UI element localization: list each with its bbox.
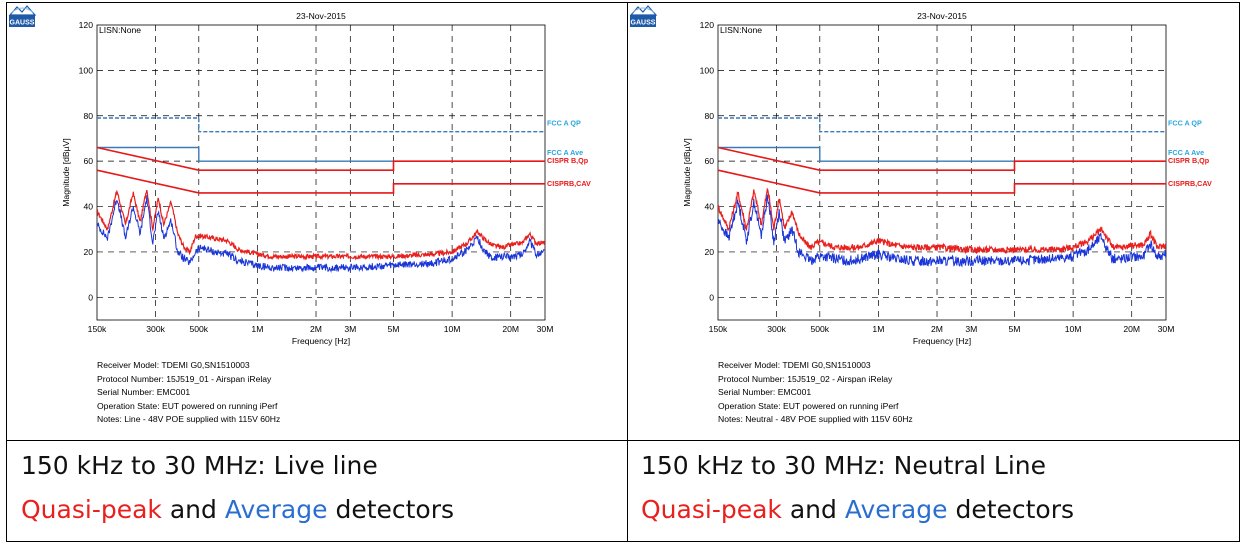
x-tick-label: 5M: [1009, 324, 1021, 334]
lisn-label: LISN:None: [720, 25, 762, 35]
y-axis-label: Magnitude [dBµV]: [682, 138, 692, 207]
y-tick-label: 40: [704, 202, 714, 212]
y-tick-label: 120: [79, 20, 94, 30]
x-tick-label: 20M: [502, 324, 519, 334]
y-tick-label: 0: [709, 292, 714, 302]
y-axis-label: Magnitude [dBµV]: [61, 138, 71, 207]
row-divider: [7, 440, 1239, 441]
y-tick-label: 80: [704, 111, 714, 121]
caption-tail: detectors: [948, 495, 1075, 524]
x-tick-label: 300k: [767, 324, 786, 334]
caption-and: and: [782, 495, 845, 524]
y-tick-label: 40: [83, 202, 93, 212]
lisn-label: LISN:None: [99, 25, 141, 35]
y-tick-label: 100: [79, 65, 94, 75]
caption-qp-word: Quasi-peak: [21, 495, 162, 524]
caption-detectors-neutral: Quasi-peak and Average detectors: [641, 495, 1074, 524]
x-tick-label: 1M: [872, 324, 884, 334]
notes: Notes: Line - 48V POE supplied with 115V…: [97, 413, 280, 427]
x-tick-label: 3M: [965, 324, 977, 334]
chart-title: 23-Nov-2015: [296, 11, 346, 21]
protocol-number: Protocol Number: 15J519_02 - Airspan iRe…: [718, 373, 913, 387]
y-tick-label: 60: [83, 156, 93, 166]
caption-tail: detectors: [328, 495, 455, 524]
y-tick-label: 60: [704, 156, 714, 166]
x-tick-label: 150k: [88, 324, 107, 334]
serial-number: Serial Number: EMC001: [718, 386, 913, 400]
x-tick-label: 500k: [810, 324, 829, 334]
plot-area: [718, 25, 1166, 320]
x-tick-label: 20M: [1123, 324, 1140, 334]
y-tick-label: 120: [700, 20, 715, 30]
operation-state: Operation State: EUT powered on running …: [97, 400, 280, 414]
x-tick-label: 5M: [388, 324, 400, 334]
x-axis-label: Frequency [Hz]: [913, 336, 971, 346]
layout-table: GAUSS 150k 300k 500k 1M 2M 3M 5M 10M 20M 30M 0 20 40…: [6, 2, 1240, 542]
chart-title: 23-Nov-2015: [917, 11, 967, 21]
x-tick-label: 30M: [537, 324, 554, 334]
chart-panel-neutral: GAUSS 150k 300k 500k 1M 2M 3M 5M 10M 20M 30M 0 20 40…: [628, 3, 1242, 439]
y-tick-label: 20: [704, 247, 714, 257]
receiver-model: Receiver Model: TDEMI G0,SN1510003: [97, 359, 280, 373]
operation-state: Operation State: EUT powered on running …: [718, 400, 913, 414]
emission-chart-neutral: 150k 300k 500k 1M 2M 3M 5M 10M 20M 30M 0 20 40 60 80 10…: [628, 3, 1242, 353]
caption-av-word: Average: [225, 495, 328, 524]
x-axis-label: Frequency [Hz]: [292, 336, 350, 346]
y-tick-label: 100: [700, 65, 715, 75]
caption-title-neutral: 150 kHz to 30 MHz: Neutral Line: [641, 451, 1046, 480]
protocol-number: Protocol Number: 15J519_01 - Airspan iRe…: [97, 373, 280, 387]
caption-av-word: Average: [845, 495, 948, 524]
limit-label: FCC A QP: [547, 119, 581, 128]
limit-label: CISPRB,CAV: [547, 179, 591, 188]
x-tick-label: 30M: [1158, 324, 1175, 334]
serial-number: Serial Number: EMC001: [97, 386, 280, 400]
x-tick-label: 10M: [444, 324, 461, 334]
x-tick-label: 150k: [709, 324, 728, 334]
limit-label: CISPR B,Qp: [1168, 156, 1210, 165]
plot-area: [97, 25, 545, 320]
x-tick-label: 300k: [146, 324, 165, 334]
caption-title-live: 150 kHz to 30 MHz: Live line: [21, 451, 378, 480]
notes: Notes: Neutral - 48V POE supplied with 1…: [718, 413, 913, 427]
limit-label: FCC A QP: [1168, 119, 1202, 128]
x-tick-label: 3M: [344, 324, 356, 334]
chart-panel-live: GAUSS 150k 300k 500k 1M 2M 3M 5M 10M 20M 30M 0 20 40…: [7, 3, 621, 439]
y-tick-label: 0: [88, 292, 93, 302]
x-tick-label: 2M: [931, 324, 943, 334]
receiver-model: Receiver Model: TDEMI G0,SN1510003: [718, 359, 913, 373]
x-tick-label: 1M: [251, 324, 263, 334]
x-tick-label: 2M: [310, 324, 322, 334]
limit-label: CISPR B,Qp: [547, 156, 589, 165]
y-tick-label: 20: [83, 247, 93, 257]
limit-label: CISPRB,CAV: [1168, 179, 1212, 188]
y-tick-label: 80: [83, 111, 93, 121]
x-tick-label: 500k: [189, 324, 208, 334]
caption-and: and: [162, 495, 225, 524]
emission-chart-live: 150k 300k 500k 1M 2M 3M 5M 10M 20M 30M 0 20 40 60 80 10…: [7, 3, 621, 353]
measurement-info: Receiver Model: TDEMI G0,SN1510003 Proto…: [97, 359, 280, 427]
measurement-info: Receiver Model: TDEMI G0,SN1510003 Proto…: [718, 359, 913, 427]
caption-qp-word: Quasi-peak: [641, 495, 782, 524]
caption-detectors-live: Quasi-peak and Average detectors: [21, 495, 454, 524]
x-tick-label: 10M: [1065, 324, 1082, 334]
